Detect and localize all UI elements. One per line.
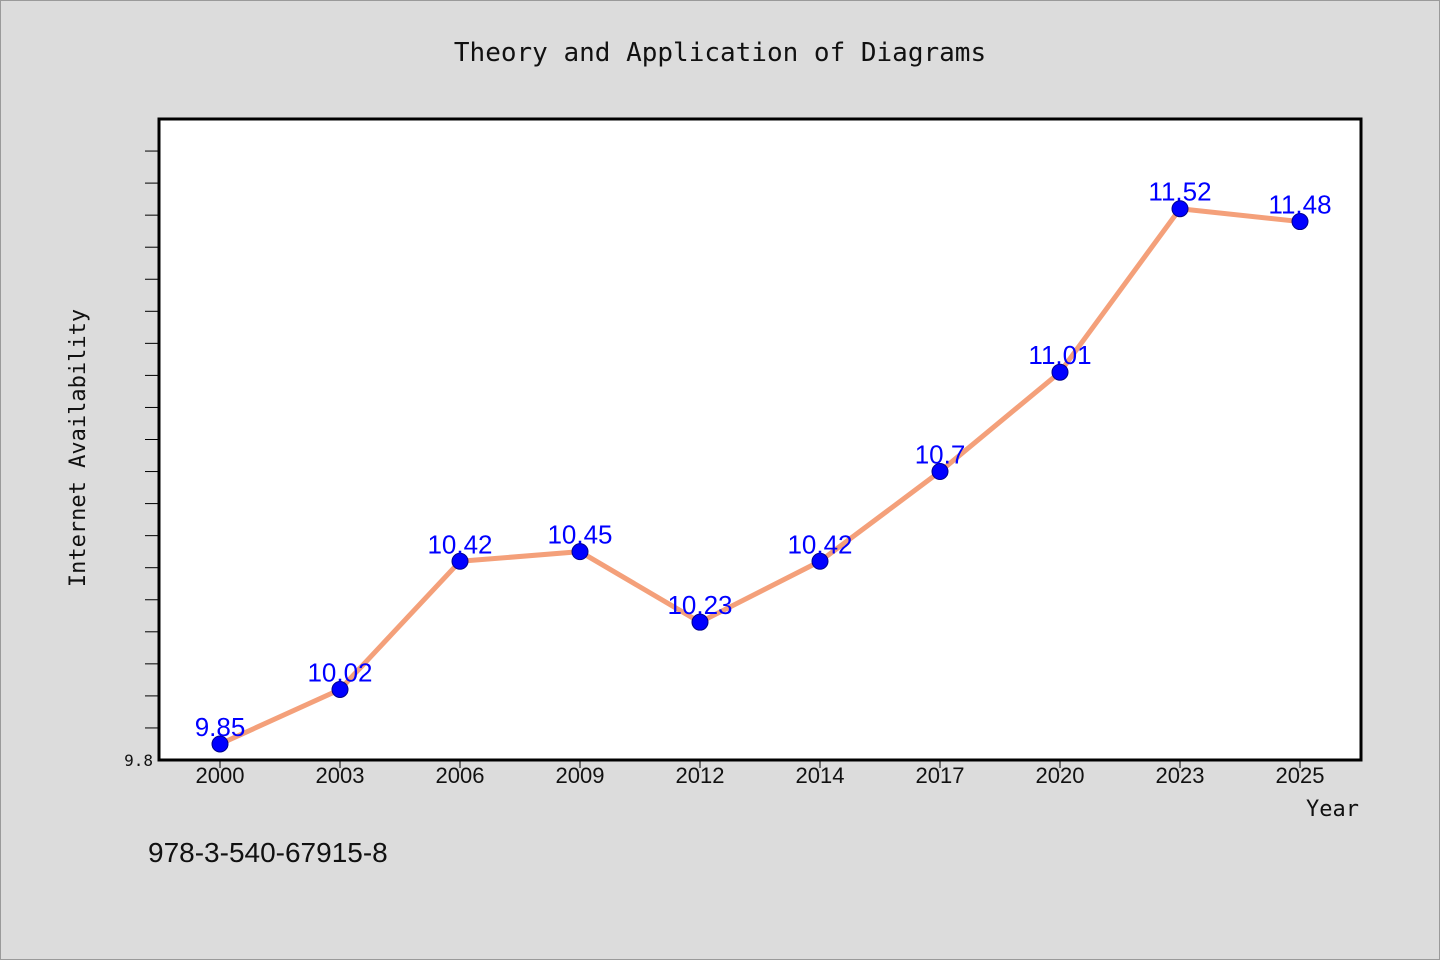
plot-area [157, 117, 1363, 762]
chart-title: Theory and Application of Diagrams [454, 38, 986, 68]
data-point [1171, 200, 1189, 218]
data-point [451, 552, 469, 570]
x-axis-title: Year [1306, 797, 1359, 822]
series-line [217, 206, 1303, 747]
data-label: 10.7 [915, 440, 966, 470]
data-point [1291, 213, 1309, 231]
data-point [211, 735, 229, 753]
y-axis-title: Internet Availability [66, 309, 91, 587]
x-tick-label: 2009 [556, 763, 605, 788]
data-label: 10.23 [667, 590, 732, 620]
x-tick-label: 2014 [796, 763, 845, 788]
data-point [1051, 363, 1069, 381]
y-axis-ticks: 9.8 [124, 150, 159, 770]
data-label: 10.02 [307, 657, 372, 687]
data-label: 11.48 [1268, 190, 1331, 220]
data-point [691, 613, 709, 631]
data-labels: 9.85 10.02 10.42 10.45 10.23 10.42 10.7 11.01 11… [195, 177, 1332, 742]
x-tick-label: 2017 [916, 763, 965, 788]
x-tick-label: 2012 [676, 763, 725, 788]
data-markers [211, 200, 1309, 753]
data-label: 10.45 [547, 520, 612, 550]
data-point [571, 543, 589, 561]
isbn-text: 978-3-540-67915-8 [148, 837, 388, 868]
data-label: 11.52 [1148, 177, 1211, 207]
data-label: 9.85 [195, 712, 246, 742]
data-point [931, 463, 949, 481]
data-label: 10.42 [787, 529, 852, 559]
x-tick-label: 2020 [1036, 763, 1085, 788]
y-tick-label: 9.8 [124, 751, 153, 770]
x-tick-label: 2006 [436, 763, 485, 788]
data-point [811, 552, 829, 570]
x-tick-label: 2000 [196, 763, 245, 788]
data-label: 11.01 [1028, 340, 1091, 370]
data-label: 10.42 [427, 529, 492, 559]
x-tick-label: 2003 [316, 763, 365, 788]
x-tick-label: 2023 [1156, 763, 1205, 788]
data-point [331, 680, 349, 698]
x-axis-ticks: 2000 2003 2006 2009 2012 2014 2017 2020 2023 2025 [196, 760, 1325, 788]
x-tick-label: 2025 [1276, 763, 1325, 788]
